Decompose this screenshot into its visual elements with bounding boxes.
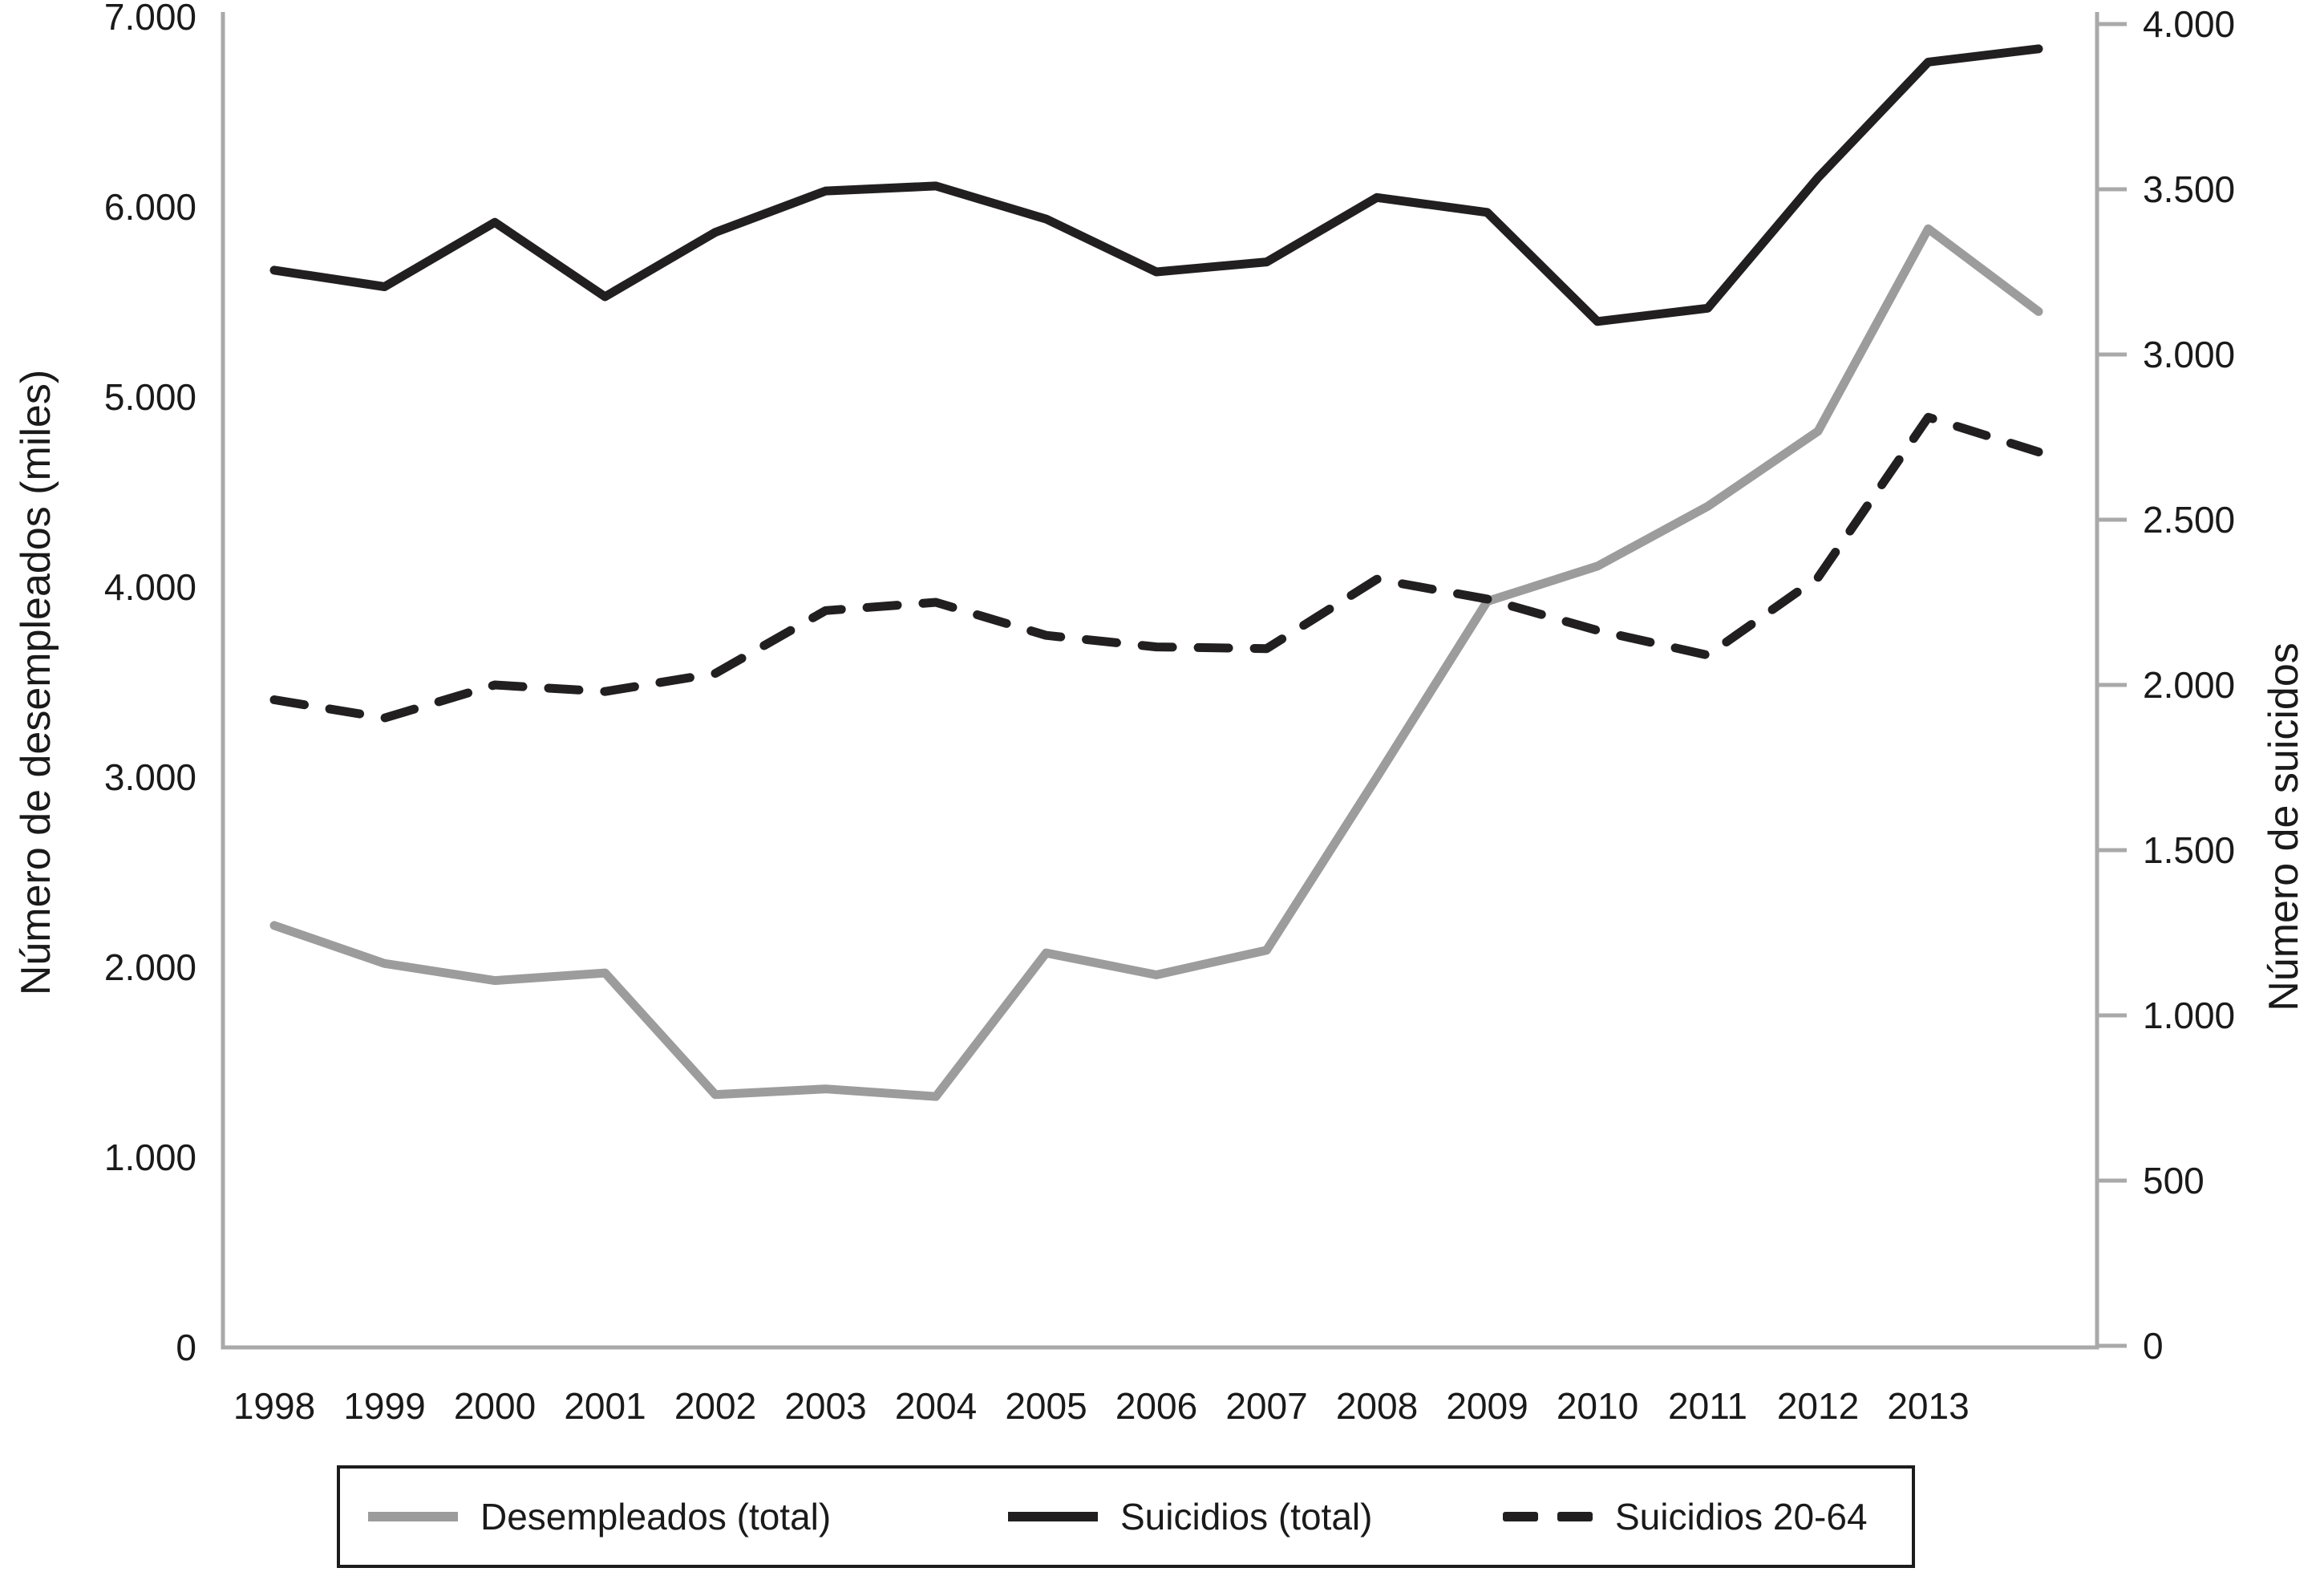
x-axis-year-label: 2013 — [1887, 1385, 1970, 1427]
right-axis-tick-label: 0 — [2143, 1325, 2164, 1367]
suicidios-20-64-dashed-swatch — [1503, 1512, 1593, 1521]
left-axis-title: Número de desempleados (miles) — [13, 369, 59, 996]
right-axis-tick-label: 2.500 — [2143, 499, 2236, 541]
x-axis-year-label: 2005 — [1005, 1385, 1087, 1427]
series-line-0-desempleados-total- — [269, 224, 2043, 1101]
left-axis-tick-label: 3.000 — [103, 756, 196, 798]
x-axis-year-label: 2007 — [1225, 1385, 1308, 1427]
right-axis-tick-label: 1.500 — [2143, 829, 2236, 871]
right-axis-tick-label: 3.000 — [2143, 334, 2236, 375]
legend-label-suicidios-20-64: Suicidios 20-64 — [1615, 1496, 1868, 1538]
left-axis-tick-label: 6.000 — [103, 186, 196, 228]
left-axis-tick-label: 7.000 — [103, 0, 196, 38]
series-line-2-suicidios-20-64 — [269, 412, 2043, 723]
x-axis-year-label: 2008 — [1335, 1385, 1419, 1427]
legend-label-suicidios-total: Suicidios (total) — [1120, 1496, 1373, 1538]
right-axis-tick-label: 3.500 — [2143, 168, 2236, 210]
legend-item-suicidios-20-64: Suicidios 20-64 — [1503, 1469, 1868, 1565]
left-axis-tick-label: 2.000 — [103, 946, 196, 988]
legend-item-desempleados-total: Desempleados (total) — [368, 1469, 831, 1565]
x-axis-year-label: 2009 — [1446, 1385, 1528, 1427]
left-axis-tick-label: 4.000 — [103, 566, 196, 608]
right-axis-tick-label: 500 — [2143, 1160, 2205, 1201]
right-axis-title: Número de suicidos — [2261, 642, 2307, 1011]
x-axis-year-label: 2004 — [894, 1385, 978, 1427]
left-axis-tick-label: 5.000 — [103, 376, 196, 418]
series-line-1-suicidios-total- — [269, 44, 2043, 326]
suicidios-total-line-swatch — [1008, 1512, 1098, 1521]
legend-item-suicidios-total: Suicidios (total) — [1008, 1469, 1372, 1565]
x-axis-year-label: 2003 — [784, 1385, 867, 1427]
desempleados-line-swatch — [368, 1512, 458, 1521]
left-axis-tick-label: 0 — [176, 1327, 196, 1368]
left-axis-tick-label: 1.000 — [103, 1136, 196, 1178]
legend: Desempleados (total) Suicidios (total) S… — [337, 1465, 1915, 1568]
x-axis-year-label: 2006 — [1115, 1385, 1198, 1427]
right-axis-tick-label: 1.000 — [2143, 995, 2236, 1036]
right-axis-tick-label: 4.000 — [2143, 3, 2236, 45]
x-axis-year-label: 2001 — [564, 1385, 646, 1427]
x-axis-year-label: 2000 — [453, 1385, 536, 1427]
x-axis-year-label: 1999 — [343, 1385, 426, 1427]
x-axis-year-label: 1998 — [233, 1385, 316, 1427]
legend-label-desempleados-total: Desempleados (total) — [480, 1496, 832, 1538]
right-axis-tick-label: 2.000 — [2143, 664, 2236, 706]
x-axis-year-label: 2011 — [1668, 1385, 1747, 1427]
x-axis-year-label: 2002 — [674, 1385, 757, 1427]
x-axis-year-label: 2012 — [1776, 1385, 1860, 1427]
x-axis-year-label: 2010 — [1556, 1385, 1639, 1427]
